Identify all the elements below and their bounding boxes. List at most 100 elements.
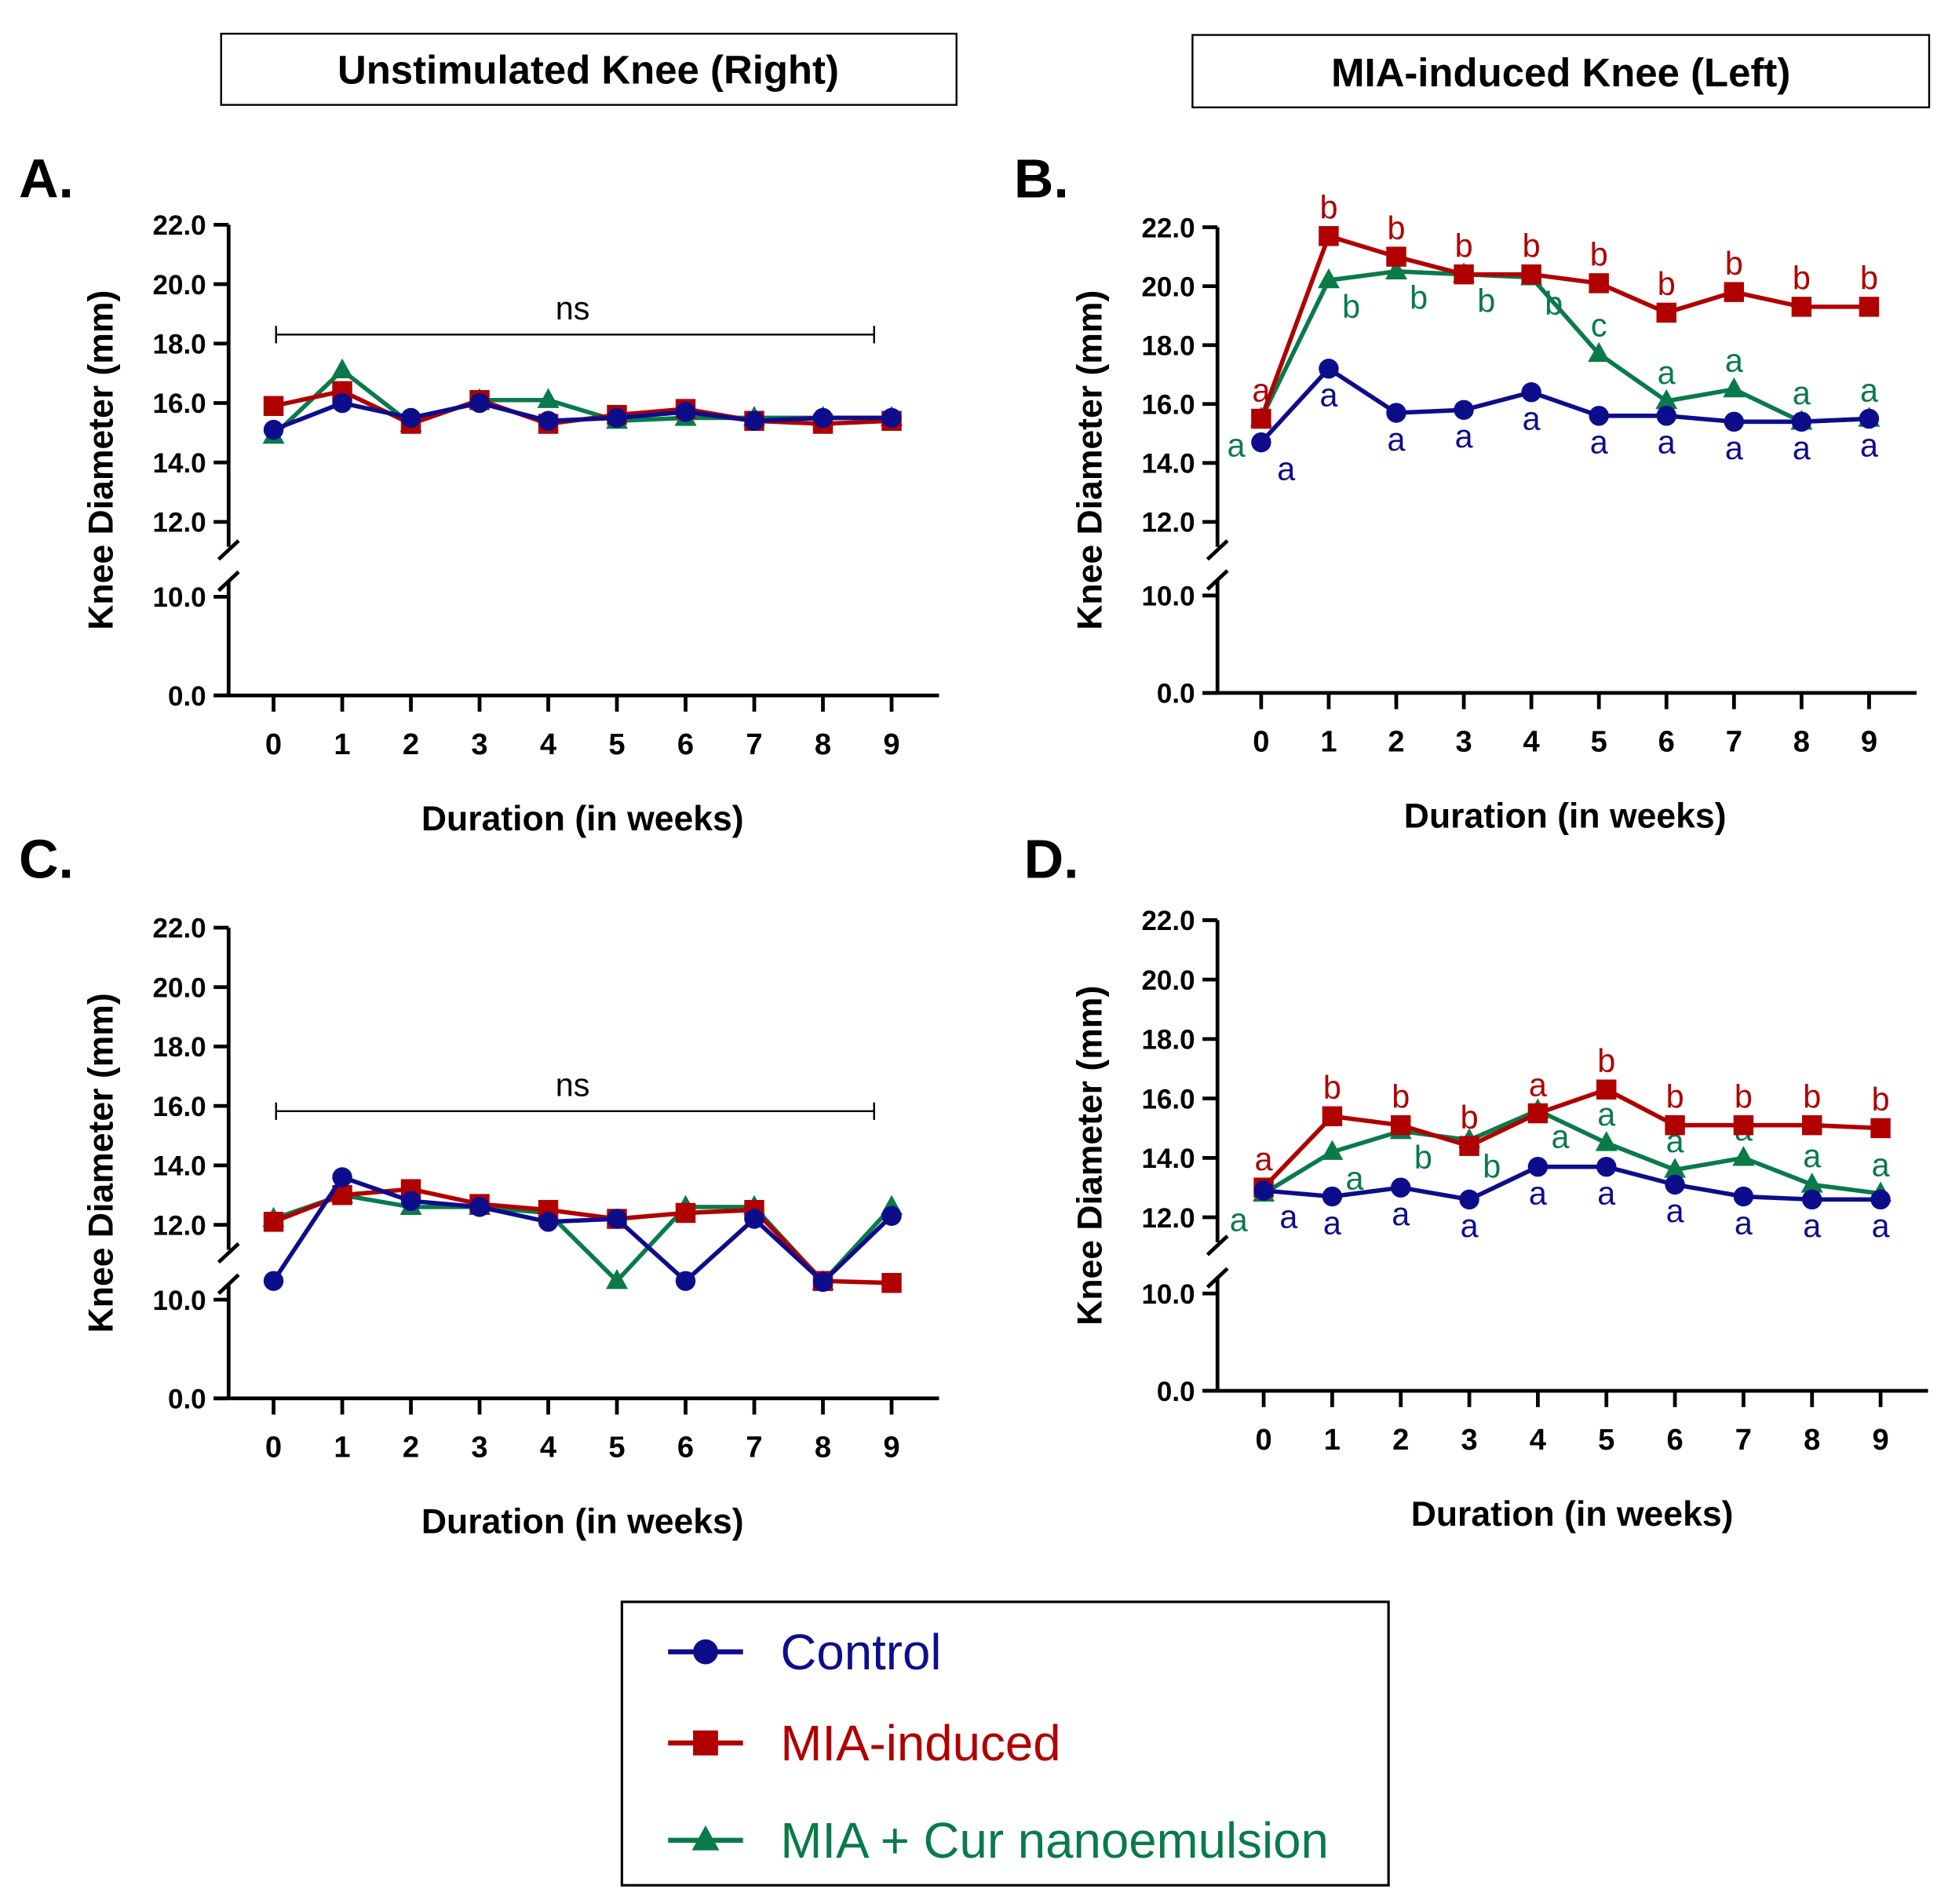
significance-letter: b: [1793, 261, 1811, 297]
header-right: MIA-induced Knee (Left): [1191, 34, 1931, 109]
significance-letter: a: [1388, 421, 1406, 458]
data-point: [1317, 268, 1340, 289]
data-point: [1665, 1174, 1685, 1195]
y-tick-label: 18.0: [1141, 330, 1195, 361]
panel-1: B. 0.0 10.0 12.0 14.0 16.0 18.0 20.0 22.0 0 1 2 3 4 5 6…: [1014, 148, 1917, 836]
legend: Control MIA-induced MIA + Cur nanoemulsion: [620, 1600, 1390, 1887]
data-point: [1589, 273, 1609, 294]
x-tick-label: 6: [677, 1430, 694, 1464]
legend-item-triangle: MIA + Cur nanoemulsion: [668, 1813, 1329, 1869]
significance-letter: a: [1872, 1147, 1890, 1183]
data-point: [1802, 1189, 1822, 1210]
significance-letter: a: [1279, 1199, 1297, 1235]
data-point: [1386, 246, 1406, 267]
significance-letter: b: [1735, 1078, 1753, 1114]
data-point: [1859, 297, 1880, 317]
legend-label: MIA-induced: [780, 1716, 1060, 1771]
data-point: [1321, 1140, 1344, 1160]
y-tick-label: 10.0: [1141, 582, 1195, 612]
significance-letter: a: [1461, 1208, 1479, 1244]
data-point: [1870, 1189, 1891, 1210]
data-point: [1665, 1114, 1685, 1136]
significance-letter: b: [1590, 237, 1608, 273]
data-point: [1322, 1106, 1343, 1127]
data-point: [263, 1271, 284, 1291]
y-tick-label: 18.0: [1141, 1025, 1195, 1056]
data-point: [469, 1197, 490, 1217]
x-tick-label: 2: [1388, 725, 1404, 759]
x-tick-label: 4: [1530, 1423, 1547, 1457]
significance-letter: a: [1735, 1205, 1753, 1241]
data-point: [1664, 1158, 1687, 1178]
data-point: [1733, 1186, 1754, 1207]
data-point: [537, 388, 560, 408]
data-point: [607, 407, 627, 429]
x-tick-label: 4: [540, 1430, 557, 1464]
y-axis-label: Knee Diameter (mm): [1071, 290, 1109, 630]
data-point: [1589, 406, 1609, 426]
data-point: [469, 392, 490, 414]
significance-letter: b: [1523, 228, 1541, 264]
data-point: [1459, 1136, 1479, 1156]
series-square: abb b b bbb b b: [1251, 190, 1880, 429]
data-point: [538, 1212, 559, 1232]
x-tick-label: 3: [471, 1430, 487, 1464]
significance-letter: b: [1483, 1148, 1501, 1184]
series-line: [1263, 1164, 1881, 1202]
x-tick-label: 6: [1658, 725, 1675, 759]
significance-letter: b: [1414, 1140, 1432, 1176]
data-point: [1454, 264, 1474, 285]
significance-letter: b: [1323, 1070, 1341, 1106]
data-point: [400, 407, 421, 429]
x-tick-label: 9: [883, 728, 899, 761]
data-point: [1656, 302, 1676, 323]
significance-letter: a: [1523, 400, 1541, 436]
axis-break-mark: [1206, 569, 1229, 591]
significance-letter: b: [1725, 246, 1743, 282]
x-tick-label: 6: [1666, 1423, 1683, 1457]
significance-letter: a: [1319, 377, 1337, 413]
significance-letter: b: [1597, 1043, 1615, 1079]
significance-letter: c: [1591, 308, 1607, 344]
y-tick-label: 14.0: [1141, 449, 1195, 480]
data-point: [1391, 1177, 1411, 1198]
y-tick-label: 14.0: [153, 448, 206, 479]
significance-letter: a: [1666, 1193, 1684, 1229]
data-point: [1527, 1103, 1549, 1124]
y-tick-label: 18.0: [153, 1032, 206, 1063]
significance-letter: a: [1793, 430, 1811, 466]
axis-break-mark: [217, 1273, 240, 1295]
x-tick-label: 7: [1735, 1423, 1752, 1457]
panel-label: B.: [1014, 148, 1069, 209]
significance-letter: b: [1388, 210, 1406, 246]
data-point: [675, 1202, 696, 1224]
significance-letter: a: [1658, 425, 1676, 461]
x-tick-label: 8: [1804, 1423, 1820, 1457]
x-tick-label: 1: [1320, 725, 1337, 759]
triangle-marker-icon: [691, 1825, 720, 1851]
series-line: [1259, 233, 1870, 420]
significance-letter: b: [1545, 286, 1563, 322]
x-tick-label: 5: [1598, 1423, 1614, 1457]
y-tick-label: 10.0: [1141, 1279, 1195, 1310]
significance-letter: b: [1455, 228, 1473, 264]
data-point: [881, 407, 902, 429]
significance-letter: a: [1392, 1196, 1410, 1232]
panel-3: D. 0.0 10.0 12.0 14.0 16.0 18.0 20.0 22.0 0 1 2 3 4 5 6…: [1024, 828, 1928, 1534]
x-tick-label: 0: [265, 1430, 282, 1464]
series-line: [272, 1174, 893, 1286]
data-point: [1391, 1114, 1411, 1136]
significance-letter: a: [1529, 1175, 1547, 1211]
series-circle: [263, 1167, 902, 1293]
y-tick-label: 22.0: [1141, 213, 1195, 243]
y-tick-label: 10.0: [153, 582, 206, 613]
panel-label: D.: [1024, 828, 1079, 889]
y-tick-label: 20.0: [153, 270, 206, 301]
y-tick-label: 16.0: [1141, 390, 1195, 421]
x-tick-label: 4: [540, 728, 557, 761]
x-tick-label: 2: [1392, 1423, 1409, 1457]
circle-marker-icon: [693, 1639, 718, 1665]
data-point: [263, 396, 284, 417]
ns-annotation: ns: [556, 290, 590, 326]
